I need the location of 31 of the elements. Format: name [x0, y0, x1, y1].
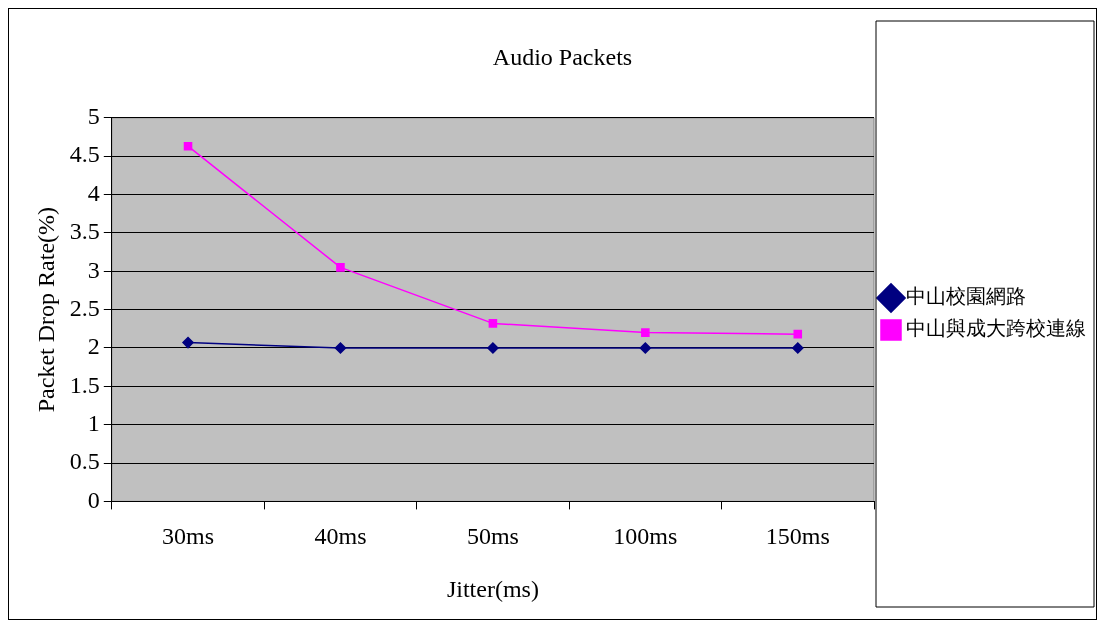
y-axis-title: Packet Drop Rate(%) [32, 206, 59, 413]
point [639, 342, 652, 354]
y-tick-label: 1.5 [69, 371, 100, 398]
legend-label: 中山校園網路 [906, 285, 1026, 308]
y-tick-label: 1 [87, 409, 100, 436]
y-tick-label: 0 [87, 486, 100, 513]
x-tick-label: 100ms [613, 523, 678, 550]
point [487, 342, 499, 354]
y-tick-label: 3.5 [69, 218, 100, 245]
y-tick-label: 3 [87, 256, 100, 283]
point [792, 342, 804, 354]
point [182, 336, 194, 349]
legend-label: 中山與成大跨校連線 [906, 317, 1086, 340]
y-tick-label: 2 [87, 333, 100, 360]
point [793, 329, 803, 339]
x-tick-label: 150ms [765, 523, 830, 550]
y-tick-label: 4 [87, 179, 100, 206]
point [334, 342, 347, 354]
chart-title: Audio Packets [492, 43, 633, 70]
x-tick-label: 40ms [314, 523, 367, 550]
y-tick-label: 2.5 [69, 294, 100, 321]
point [641, 328, 650, 337]
x-tick-label: 50ms [466, 523, 519, 550]
point [336, 263, 345, 272]
point [488, 319, 498, 328]
point [183, 141, 193, 151]
y-tick-label: 0.5 [69, 448, 100, 475]
y-tick-label: 5 [87, 103, 100, 130]
y-tick-label: 4.5 [69, 141, 100, 168]
x-axis-title: Jitter(ms) [446, 575, 539, 602]
x-tick-label: 30ms [162, 523, 215, 550]
